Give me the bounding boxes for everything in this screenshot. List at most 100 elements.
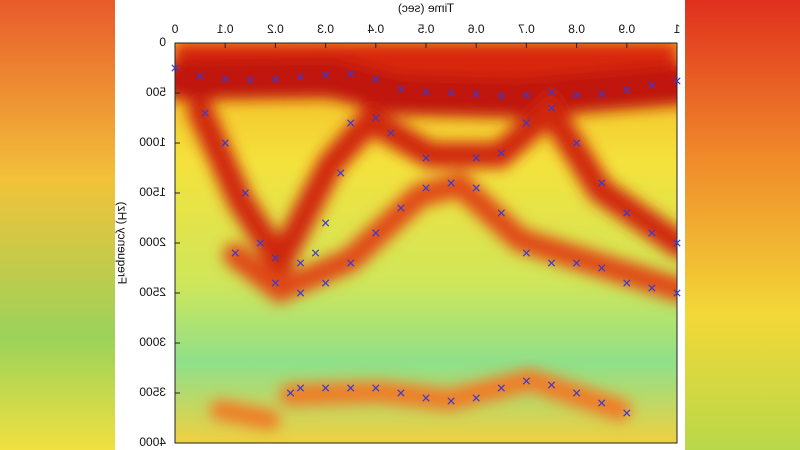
- formant-marker: [673, 77, 681, 85]
- formant-marker: [572, 259, 581, 267]
- formant-marker: [422, 154, 430, 162]
- formant-marker: [472, 394, 480, 402]
- formant-marker: [221, 75, 229, 83]
- x-tick-label: 0.7: [518, 22, 535, 36]
- formant-marker: [522, 91, 531, 99]
- formant-marker: [422, 88, 430, 96]
- formant-marker: [271, 279, 280, 287]
- y-tick-label: 0: [159, 35, 166, 49]
- formant-marker: [397, 85, 405, 93]
- x-tick-label: 1: [673, 22, 680, 36]
- x-tick-label: 0.5: [417, 22, 434, 36]
- formant-marker: [522, 119, 531, 127]
- formant-marker: [397, 204, 405, 212]
- formant-marker: [196, 72, 204, 80]
- formant-marker: [347, 259, 355, 267]
- y-tick-label: 3000: [139, 335, 166, 349]
- x-tick-label: 0.3: [317, 22, 334, 36]
- formant-marker: [321, 384, 330, 392]
- formant-marker: [387, 129, 395, 137]
- y-tick-label: 2500: [139, 285, 166, 299]
- formant-marker: [648, 81, 656, 89]
- formant-marker: [522, 377, 531, 385]
- formant-marker: [372, 114, 380, 122]
- formant-marker: [447, 179, 455, 187]
- formant-marker: [296, 384, 305, 392]
- formant-marker: [347, 119, 355, 127]
- formant-marker: [241, 189, 249, 197]
- formant-marker: [311, 249, 320, 257]
- formant-marker: [547, 104, 556, 112]
- formant-marker: [397, 389, 405, 397]
- formant-marker: [572, 389, 581, 397]
- formant-marker: [321, 71, 330, 79]
- x-tick-label: 0.2: [267, 22, 284, 36]
- formant-marker: [271, 254, 280, 262]
- formant-marker: [296, 289, 305, 297]
- formant-marker: [673, 289, 681, 297]
- formant-marker: [572, 139, 581, 147]
- formant-marker: [231, 249, 239, 257]
- formant-marker: [447, 397, 455, 405]
- formant-marker: [598, 399, 606, 407]
- formant-marker: [171, 64, 179, 72]
- x-tick-label: 0.6: [468, 22, 485, 36]
- formant-marker: [201, 109, 209, 117]
- formant-marker: [472, 154, 480, 162]
- formant-marker: [472, 90, 480, 98]
- y-axis-title: Frequency (Hz): [115, 202, 129, 285]
- formant-marker: [337, 169, 345, 177]
- y-tick-label: 1000: [139, 135, 166, 149]
- formant-marker: [547, 381, 556, 389]
- y-tick-label: 500: [146, 85, 166, 99]
- formant-marker: [256, 239, 264, 247]
- x-tick-label: 0.8: [568, 22, 585, 36]
- x-axis-title: Time (sec): [398, 1, 454, 15]
- formant-marker: [497, 384, 505, 392]
- blurred-background: [0, 0, 115, 450]
- formant-marker: [221, 139, 229, 147]
- formant-marker: [673, 239, 681, 247]
- spectrogram: [175, 43, 677, 443]
- formant-marker: [422, 394, 430, 402]
- formant-marker: [372, 229, 380, 237]
- y-tick-label: 1500: [139, 185, 166, 199]
- formant-marker: [296, 73, 305, 81]
- formant-marker: [372, 384, 380, 392]
- formant-marker: [598, 264, 606, 272]
- formant-marker: [321, 279, 330, 287]
- formant-marker: [648, 284, 656, 292]
- formant-marker: [472, 184, 480, 192]
- formant-marker: [296, 259, 305, 267]
- formant-marker: [372, 75, 380, 83]
- x-tick-label: 0.4: [367, 22, 384, 36]
- formant-marker: [623, 86, 631, 94]
- formant-marker: [286, 389, 295, 397]
- formant-marker: [447, 89, 455, 97]
- formant-marker: [347, 70, 355, 78]
- formant-marker: [497, 209, 505, 217]
- formant-marker: [422, 184, 430, 192]
- formant-marker: [598, 90, 606, 98]
- y-tick-label: 2000: [139, 235, 166, 249]
- y-tick-label: 3500: [139, 385, 166, 399]
- x-tick-label: 0: [171, 22, 178, 36]
- formant-marker: [572, 91, 581, 99]
- blurred-background: [685, 0, 800, 450]
- formant-marker: [497, 149, 505, 157]
- formant-marker: [547, 88, 556, 96]
- formant-marker: [347, 384, 355, 392]
- formant-marker: [623, 409, 631, 417]
- formant-marker: [497, 92, 505, 100]
- formant-marker: [321, 219, 330, 227]
- x-tick-label: 0.9: [618, 22, 635, 36]
- formant-marker: [623, 209, 631, 217]
- formant-marker: [623, 279, 631, 287]
- y-tick-label: 4000: [139, 435, 166, 449]
- formant-marker: [648, 229, 656, 237]
- formant-marker: [271, 75, 280, 83]
- formant-marker: [547, 259, 556, 267]
- x-tick-label: 0.1: [217, 22, 234, 36]
- formant-marker: [246, 76, 254, 84]
